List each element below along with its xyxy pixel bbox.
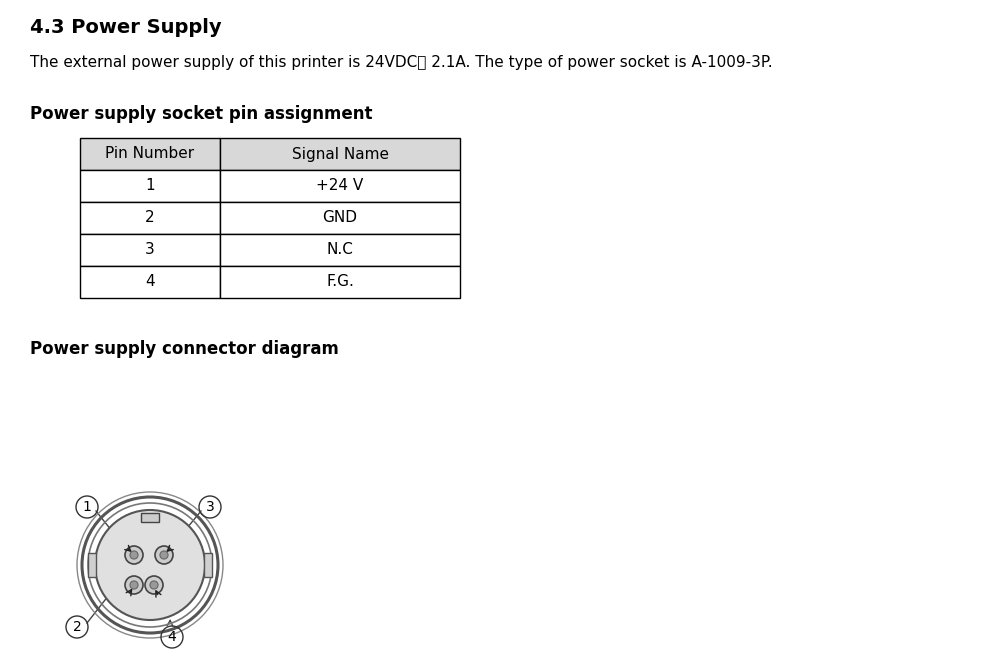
Bar — [220, 266, 460, 298]
Circle shape — [160, 551, 168, 559]
Text: +24 V: +24 V — [317, 179, 364, 193]
Bar — [80, 138, 220, 170]
Bar — [220, 234, 460, 266]
Text: 4.3 Power Supply: 4.3 Power Supply — [30, 18, 222, 37]
Bar — [80, 266, 220, 298]
Text: Power supply connector diagram: Power supply connector diagram — [30, 340, 338, 358]
Circle shape — [150, 581, 158, 589]
Bar — [80, 170, 220, 202]
Text: F.G.: F.G. — [326, 274, 354, 290]
Text: 3: 3 — [206, 500, 215, 514]
Text: 4: 4 — [145, 274, 155, 290]
Text: 1: 1 — [145, 179, 155, 193]
Text: 3: 3 — [145, 242, 155, 258]
Text: 1: 1 — [82, 500, 91, 514]
Text: GND: GND — [323, 210, 357, 226]
Circle shape — [129, 551, 138, 559]
Circle shape — [95, 510, 205, 620]
Circle shape — [145, 576, 163, 594]
Text: 2: 2 — [145, 210, 155, 226]
Text: Power supply socket pin assignment: Power supply socket pin assignment — [30, 105, 373, 123]
Bar — [220, 170, 460, 202]
Text: Pin Number: Pin Number — [105, 147, 194, 161]
Text: Signal Name: Signal Name — [291, 147, 388, 161]
Text: 4: 4 — [168, 630, 177, 644]
Bar — [220, 138, 460, 170]
Bar — [220, 202, 460, 234]
Circle shape — [125, 546, 143, 564]
Bar — [80, 234, 220, 266]
Bar — [141, 513, 159, 522]
Bar — [88, 553, 96, 577]
Circle shape — [125, 576, 143, 594]
Bar — [80, 202, 220, 234]
Circle shape — [129, 581, 138, 589]
Circle shape — [155, 546, 173, 564]
Text: The external power supply of this printer is 24VDC， 2.1A. The type of power sock: The external power supply of this printe… — [30, 55, 773, 70]
Text: N.C: N.C — [327, 242, 353, 258]
Bar — [204, 553, 212, 577]
Text: 2: 2 — [73, 620, 81, 634]
